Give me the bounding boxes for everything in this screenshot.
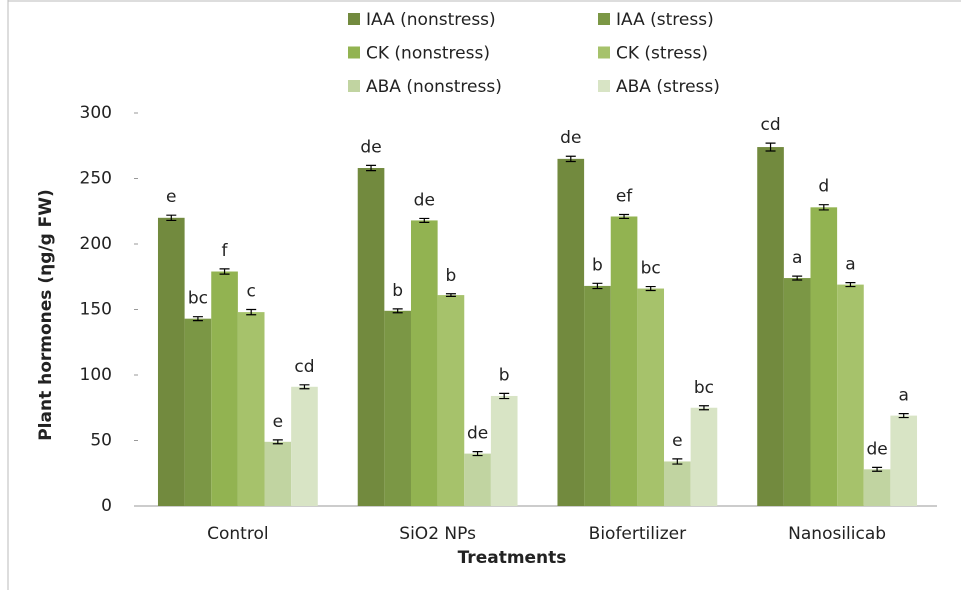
bar-annotation: de — [866, 439, 887, 459]
error-bar — [472, 451, 483, 457]
y-tick-label: 200 — [80, 234, 112, 254]
bar — [211, 271, 238, 506]
bar — [637, 288, 665, 506]
legend-label: ABA (stress) — [616, 77, 720, 97]
bar-annotation: e — [672, 431, 682, 451]
bar-annotation: b — [392, 281, 403, 301]
legend-swatch — [348, 13, 360, 25]
bar — [357, 168, 385, 506]
bar-annotation: d — [818, 177, 829, 197]
bar — [157, 217, 185, 507]
bar-annotation: de — [414, 190, 435, 210]
error-bar — [499, 392, 510, 400]
error-bar — [219, 268, 230, 275]
bar — [584, 285, 611, 506]
bar — [837, 284, 864, 506]
bar — [557, 158, 585, 506]
bar-annotation: b — [446, 266, 457, 286]
bar-annotation: de — [360, 137, 381, 157]
error-bar — [645, 285, 656, 292]
bar — [410, 220, 438, 507]
y-tick-label: 300 — [80, 103, 112, 123]
x-tick-label: Control — [207, 524, 268, 544]
bar — [890, 415, 918, 506]
error-bar — [592, 282, 603, 290]
bar-annotation: c — [247, 282, 256, 302]
bar-annotation: ef — [616, 187, 633, 207]
error-bar — [366, 164, 377, 172]
bar-annotation: cd — [760, 115, 780, 135]
y-tick-label: 50 — [90, 431, 112, 451]
bar — [610, 216, 638, 507]
error-bar — [619, 213, 630, 220]
error-bar — [192, 316, 203, 322]
error-bar — [872, 466, 883, 472]
error-bar — [698, 405, 709, 411]
bar-annotation: a — [898, 386, 908, 406]
x-tick-label: Biofertilizer — [589, 524, 686, 544]
bar — [437, 295, 465, 506]
error-bar — [166, 214, 177, 222]
bar — [264, 441, 292, 506]
legend-label: ABA (nonstress) — [366, 77, 502, 97]
bar — [184, 318, 212, 506]
legend-swatch — [348, 46, 360, 59]
bar-annotation: e — [166, 187, 176, 207]
legend-swatch — [598, 13, 610, 25]
y-tick-label: 100 — [80, 365, 112, 385]
error-bar — [818, 204, 829, 211]
bar — [237, 312, 265, 506]
bar — [757, 147, 784, 506]
bar — [464, 453, 491, 506]
bar — [690, 407, 718, 506]
bar-annotation: bc — [641, 259, 661, 279]
bar-annotation: f — [222, 241, 229, 261]
y-tick-label: 150 — [80, 300, 112, 320]
bar — [810, 207, 838, 506]
bar-annotation: de — [560, 128, 581, 148]
error-bar — [445, 293, 456, 297]
bar-annotation: bc — [694, 378, 714, 398]
error-bar — [392, 308, 403, 314]
error-bar — [765, 142, 776, 152]
bar-annotation: a — [845, 255, 855, 275]
error-bar — [272, 439, 283, 445]
bar-annotation: de — [467, 424, 488, 444]
x-tick-label: Nanosilicab — [788, 524, 886, 544]
error-bar — [246, 308, 257, 316]
legend-label: CK (nonstress) — [366, 44, 490, 64]
x-axis-title: Treatments — [458, 548, 567, 568]
bar — [490, 395, 518, 506]
bar — [783, 278, 811, 506]
legend-swatch — [348, 80, 360, 92]
error-bar — [565, 155, 576, 163]
x-tick-label: SiO2 NPs — [399, 524, 476, 544]
bar-annotation: b — [592, 255, 603, 275]
legend-swatch — [598, 80, 610, 92]
bar-annotation: b — [499, 365, 510, 385]
error-bar — [299, 384, 310, 390]
bar — [384, 310, 411, 506]
error-bar — [419, 217, 430, 223]
legend-label: IAA (nonstress) — [366, 10, 496, 30]
legend-swatch — [598, 46, 610, 59]
bar — [664, 461, 691, 506]
error-bar — [845, 282, 856, 288]
bar-annotation: a — [792, 248, 802, 268]
y-tick-label: 0 — [101, 496, 112, 516]
error-bar — [898, 413, 909, 419]
legend-label: CK (stress) — [616, 44, 708, 64]
bar — [863, 469, 891, 506]
bar-annotation: e — [273, 412, 283, 432]
y-axis-title: Plant hormones (ηg/g FW) — [36, 189, 56, 441]
bar — [291, 386, 318, 506]
error-bar — [792, 275, 803, 281]
y-tick-label: 250 — [80, 169, 112, 189]
bar-annotation: cd — [294, 357, 314, 377]
error-bar — [672, 458, 683, 465]
bar-annotation: bc — [188, 289, 208, 309]
legend-label: IAA (stress) — [616, 10, 714, 30]
